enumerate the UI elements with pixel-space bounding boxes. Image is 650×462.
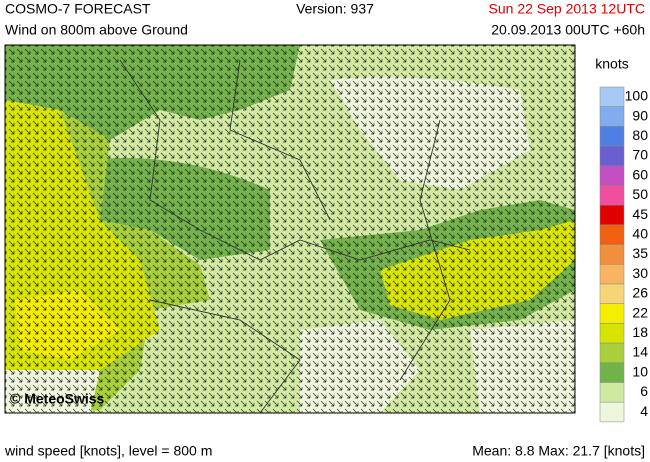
title: COSMO-7 FORECAST bbox=[5, 1, 151, 17]
run: 20.09.2013 00UTC +60h bbox=[491, 22, 645, 38]
legend-label: 26 bbox=[632, 285, 648, 301]
valid-time: Sun 22 Sep 2013 12UTC bbox=[489, 1, 645, 17]
legend-swatch bbox=[599, 244, 625, 265]
legend-label: 22 bbox=[632, 304, 648, 320]
legend-label: 30 bbox=[632, 265, 648, 281]
legend-label: 50 bbox=[632, 186, 648, 202]
legend-swatch bbox=[599, 185, 625, 206]
version: Version: 937 bbox=[296, 1, 374, 17]
legend-label: 40 bbox=[632, 225, 648, 241]
legend-swatch bbox=[599, 204, 625, 226]
legend-swatch bbox=[599, 362, 625, 383]
legend-swatch bbox=[599, 165, 625, 186]
legend-swatch bbox=[599, 342, 625, 364]
legend-swatch bbox=[599, 86, 625, 107]
legend-label: 90 bbox=[632, 107, 648, 123]
footer-right: Mean: 8.8 Max: 21.7 [knots] bbox=[472, 443, 645, 459]
legend-swatch bbox=[599, 264, 625, 285]
map bbox=[5, 45, 575, 413]
legend-swatch bbox=[599, 126, 625, 147]
legend: 100 90 80 70 60 50 45 40 35 30 26 22 18 14 10 6 4 bbox=[599, 86, 649, 423]
legend-swatch bbox=[599, 106, 625, 127]
legend-swatch bbox=[599, 283, 625, 304]
legend-label: 4 bbox=[640, 403, 648, 419]
legend-label: 6 bbox=[640, 383, 648, 399]
legend-swatch bbox=[599, 401, 625, 423]
legend-swatch bbox=[599, 224, 625, 245]
legend-label: 80 bbox=[632, 127, 648, 143]
subtitle: Wind on 800m above Ground bbox=[5, 22, 188, 38]
footer-left: wind speed [knots], level = 800 m bbox=[4, 443, 212, 459]
legend-label: 18 bbox=[632, 324, 648, 340]
legend-swatch bbox=[599, 323, 625, 344]
legend-label: 45 bbox=[632, 206, 648, 222]
legend-label: 10 bbox=[632, 363, 648, 379]
legend-swatch bbox=[599, 303, 625, 324]
legend-swatch bbox=[599, 145, 625, 167]
legend-label: 35 bbox=[632, 245, 648, 261]
copyright: © MeteoSwiss bbox=[10, 391, 105, 407]
legend-label: 100 bbox=[625, 88, 649, 104]
legend-label: 14 bbox=[632, 344, 648, 360]
legend-label: 60 bbox=[632, 166, 648, 182]
legend-label: 70 bbox=[632, 147, 648, 163]
legend-title: knots bbox=[595, 56, 628, 72]
legend-swatch bbox=[599, 382, 625, 403]
